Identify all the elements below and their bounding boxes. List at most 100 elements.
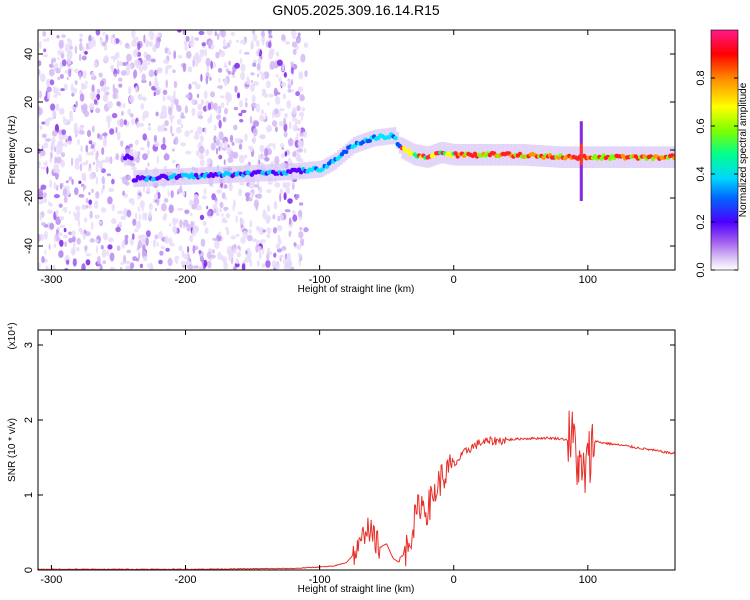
heatmap-noise-cell <box>233 265 237 270</box>
heatmap-noise-cell <box>49 157 53 163</box>
heatmap-noise-cell <box>107 196 113 205</box>
heatmap-noise-cell <box>85 160 89 164</box>
heatmap-noise-cell <box>284 112 289 119</box>
heatmap-noise-cell <box>83 217 88 223</box>
heatmap-noise-cell <box>84 245 88 251</box>
heatmap-noise-cell <box>174 255 180 260</box>
heatmap-noise-cell <box>198 250 202 254</box>
heatmap-noise-cell <box>43 162 47 166</box>
heatmap-noise-cell <box>297 209 303 218</box>
heatmap-noise-cell <box>60 152 66 158</box>
heatmap-noise-cell <box>93 99 98 105</box>
heatmap-noise-cell <box>148 123 151 127</box>
heatmap-noise-cell <box>89 210 93 219</box>
heatmap-noise-cell <box>303 148 307 153</box>
heatmap-noise-cell <box>251 106 255 112</box>
heatmap-noise-cell <box>39 125 43 130</box>
heatmap-noise-cell <box>174 136 179 145</box>
heatmap-noise-cell <box>297 32 301 37</box>
heatmap-noise-cell <box>88 192 91 196</box>
heatmap-noise-cell <box>68 118 71 124</box>
heatmap-noise-cell <box>122 176 128 185</box>
heatmap-noise-cell <box>206 65 209 73</box>
heatmap-noise-cell <box>190 220 194 228</box>
heatmap-noise-cell <box>42 192 47 198</box>
heatmap-noise-cell <box>40 222 47 226</box>
heatmap-noise-cell <box>164 127 168 132</box>
heatmap-noise-cell <box>261 263 266 269</box>
heatmap-noise-cell <box>258 227 265 235</box>
heatmap-noise-cell <box>103 96 107 101</box>
heatmap-noise-cell <box>98 72 103 78</box>
heatmap-noise-cell <box>187 92 193 101</box>
heatmap-noise-cell <box>176 217 179 224</box>
heatmap-noise-cell <box>280 153 285 159</box>
heatmap-noise-cell <box>48 117 53 121</box>
heatmap-noise-cell <box>119 60 123 67</box>
heatmap-noise-cell <box>265 80 271 89</box>
heatmap-noise-cell <box>121 240 126 249</box>
heatmap-noise-cell <box>152 239 157 248</box>
bottom-plot-frame <box>37 329 676 571</box>
heatmap-noise-cell <box>204 127 207 134</box>
heatmap-noise-cell <box>131 118 135 126</box>
heatmap-noise-cell <box>290 266 295 270</box>
heatmap-noise-cell <box>298 202 304 206</box>
heatmap-noise-cell <box>58 133 64 141</box>
heatmap-noise-cell <box>71 105 75 110</box>
heatmap-noise-cell <box>244 101 248 108</box>
heatmap-noise-cell <box>220 102 225 109</box>
heatmap-noise-cell <box>223 206 229 211</box>
heatmap-noise-cell <box>262 209 266 215</box>
top-y-tick-label: 40 <box>23 48 35 60</box>
heatmap-noise-cell <box>146 230 151 238</box>
heatmap-noise-cell <box>203 187 207 195</box>
heatmap-noise-cell <box>205 57 211 67</box>
heatmap-noise-cell <box>245 196 250 202</box>
heatmap-noise-cell <box>259 70 262 75</box>
heatmap-spike-cell <box>579 198 583 201</box>
heatmap-noise-cell <box>198 30 205 36</box>
heatmap-noise-cell <box>54 62 59 68</box>
heatmap-noise-cell <box>156 242 159 247</box>
heatmap-noise-cell <box>297 148 303 153</box>
heatmap-noise-cell <box>53 182 57 190</box>
heatmap-noise-cell <box>244 133 248 142</box>
heatmap-spike-cell <box>579 138 583 141</box>
heatmap-noise-cell <box>154 207 158 212</box>
heatmap-noise-cell <box>273 142 276 151</box>
bottom-x-tick-label: 100 <box>579 574 597 586</box>
heatmap-noise-cell <box>73 122 78 131</box>
heatmap-noise-cell <box>65 180 69 184</box>
heatmap-noise-cell <box>95 107 101 114</box>
heatmap-noise-cell <box>189 129 194 133</box>
heatmap-noise-cell <box>243 154 248 159</box>
bottom-y-tick-label: 0 <box>23 567 35 573</box>
heatmap-noise-cell <box>38 60 42 67</box>
heatmap-noise-cell <box>74 187 79 196</box>
heatmap-noise-cell <box>176 118 182 125</box>
heatmap-noise-cell <box>88 140 93 145</box>
heatmap-noise-cell <box>287 79 291 86</box>
heatmap-noise-cell <box>112 92 117 100</box>
heatmap-noise-cell <box>66 76 69 81</box>
heatmap-noise-cell <box>279 213 284 221</box>
heatmap-noise-cell <box>85 144 89 153</box>
heatmap-noise-cell <box>234 85 238 93</box>
heatmap-noise-cell <box>71 230 76 237</box>
heatmap-noise-cell <box>284 151 288 157</box>
heatmap-noise-cell <box>44 118 50 127</box>
heatmap-noise-cell <box>80 82 85 90</box>
heatmap-noise-cell <box>239 49 242 55</box>
heatmap-noise-cell <box>154 141 160 147</box>
heatmap-noise-cell <box>93 61 98 68</box>
heatmap-noise-cell <box>163 59 169 65</box>
heatmap-noise-cell <box>181 250 185 258</box>
heatmap-noise-cell <box>206 157 211 165</box>
heatmap-noise-cell <box>268 41 272 49</box>
heatmap-noise-cell <box>102 260 106 265</box>
heatmap-spike-cell <box>579 157 583 161</box>
heatmap-noise-cell <box>171 95 176 100</box>
heatmap-noise-cell <box>276 248 282 253</box>
heatmap-noise-cell <box>153 134 157 143</box>
